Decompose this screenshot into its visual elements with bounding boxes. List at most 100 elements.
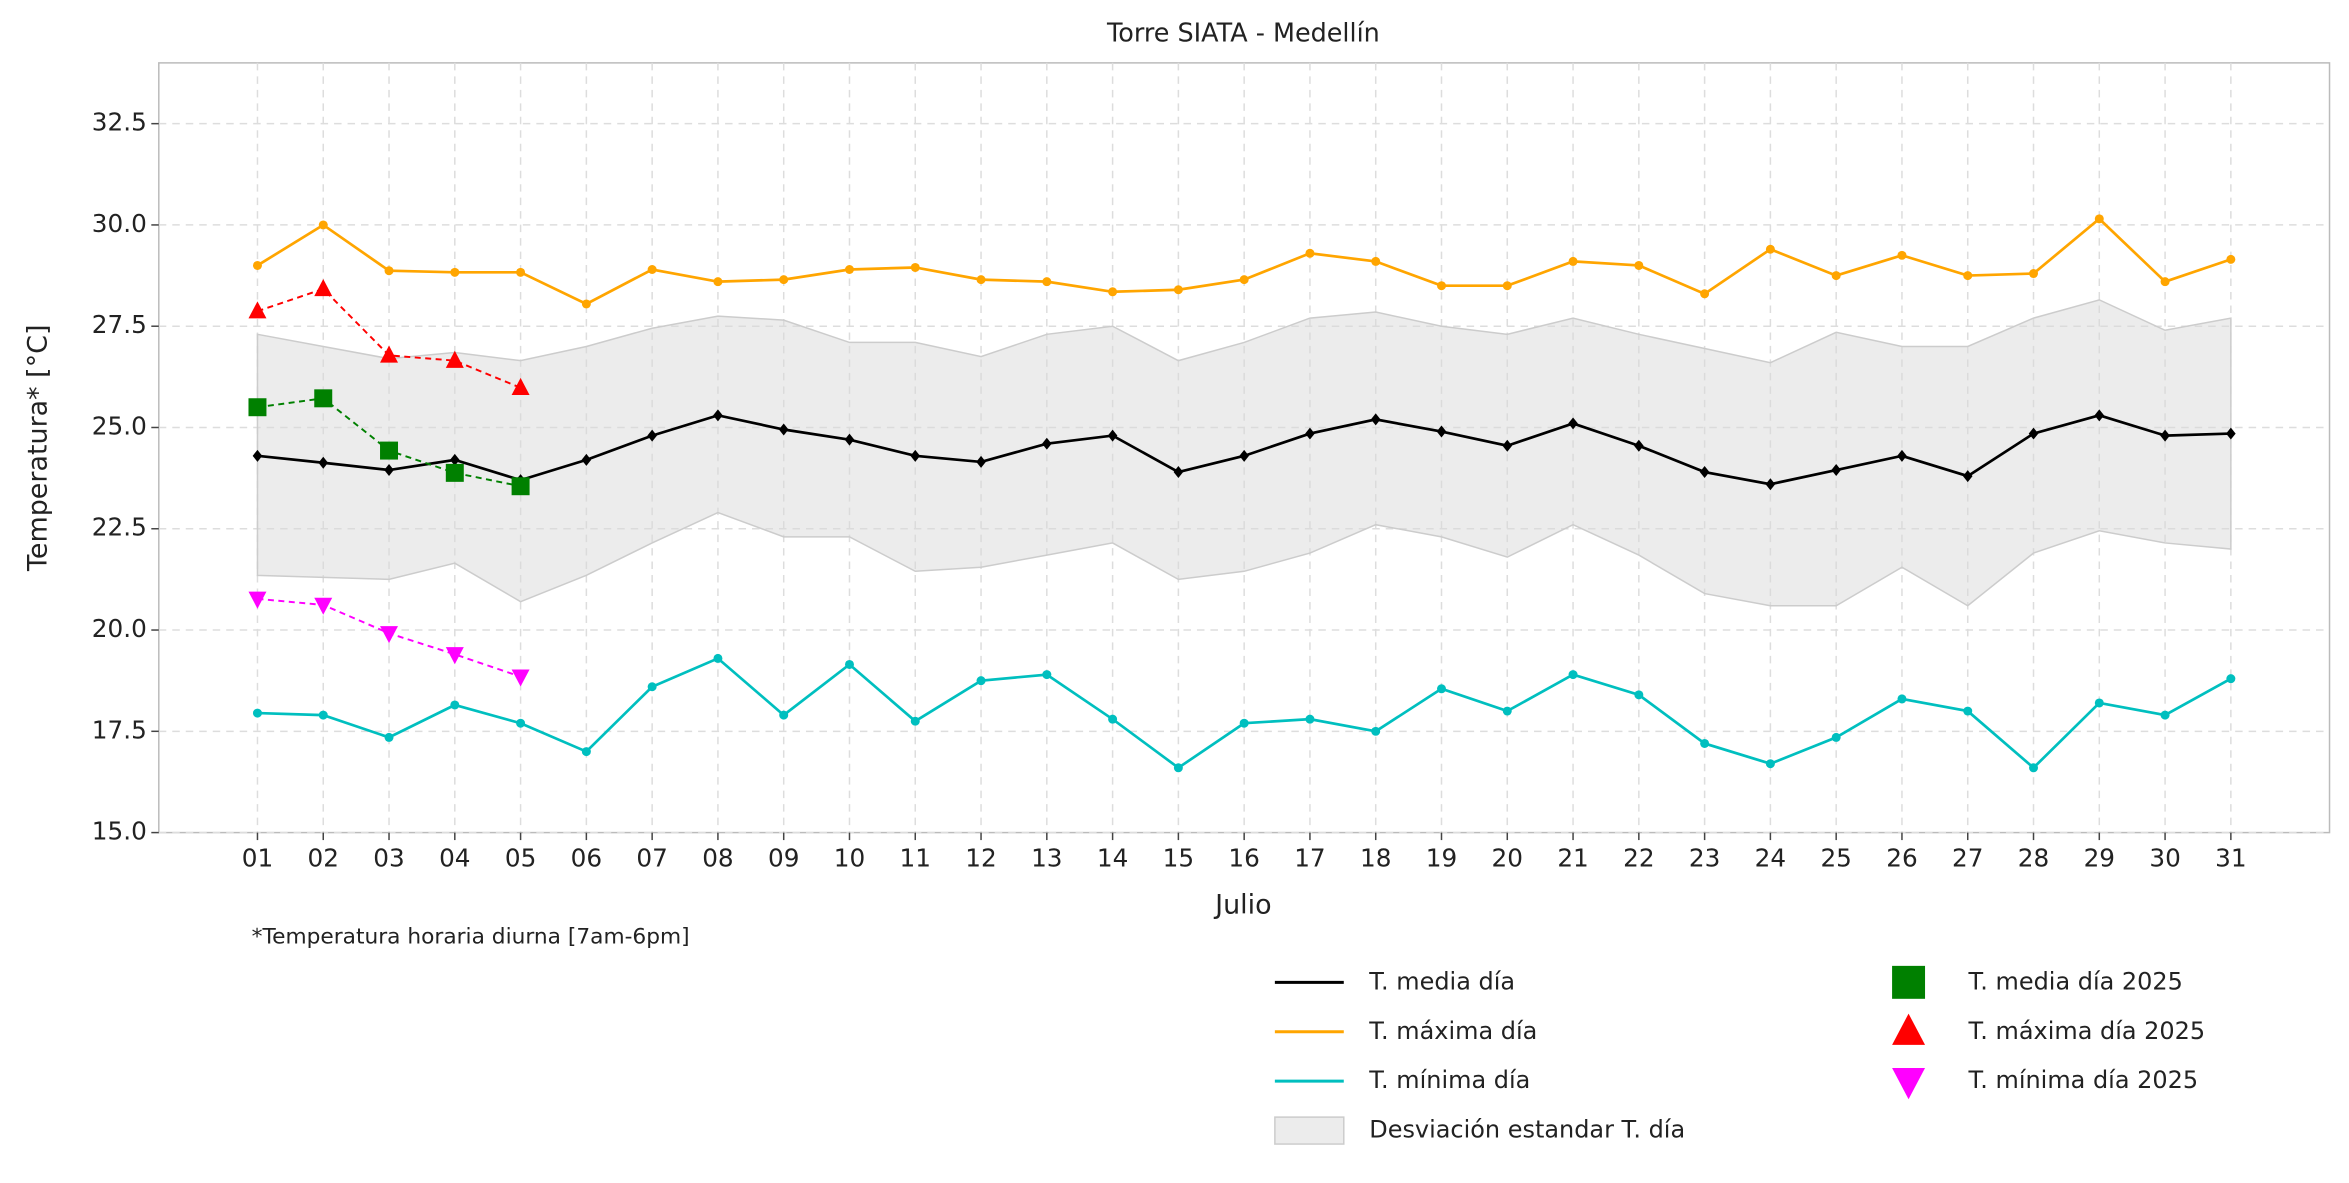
marker <box>380 345 399 363</box>
marker <box>1371 726 1381 736</box>
marker <box>252 449 263 462</box>
marker <box>1436 425 1447 438</box>
marker <box>1962 470 1973 483</box>
marker <box>252 260 262 270</box>
legend-swatch <box>1892 1013 1926 1045</box>
y-tick-label: 22.5 <box>92 513 147 542</box>
marker <box>713 653 723 663</box>
x-tick-label: 27 <box>1952 844 1983 873</box>
x-tick-label: 12 <box>965 844 996 873</box>
marker <box>445 647 464 665</box>
marker <box>1305 714 1315 724</box>
marker <box>445 350 464 368</box>
marker <box>1437 684 1446 694</box>
marker <box>581 299 591 309</box>
marker <box>314 279 333 297</box>
marker <box>1897 449 1907 462</box>
y-tick-label: 25.0 <box>92 411 147 440</box>
x-tick-label: 19 <box>1426 844 1457 873</box>
legend-swatch <box>1892 965 1926 999</box>
legend-label: Desviación estandar T. día <box>1369 1116 1685 1144</box>
marker <box>318 456 329 469</box>
marker <box>2029 269 2039 279</box>
x-tick-label: 01 <box>242 844 273 873</box>
marker <box>1502 706 1512 716</box>
marker <box>511 377 530 395</box>
x-tick-label: 10 <box>834 844 865 873</box>
marker <box>380 626 399 644</box>
marker <box>844 659 854 669</box>
marker <box>976 676 986 686</box>
marker <box>976 455 986 468</box>
marker <box>2029 763 2039 773</box>
marker <box>314 597 333 615</box>
marker <box>2094 409 2105 422</box>
x-tick-label: 28 <box>2018 844 2049 873</box>
legend-swatch <box>1274 1116 1345 1145</box>
marker <box>1634 260 1644 270</box>
marker <box>1502 439 1513 452</box>
marker <box>384 266 394 276</box>
marker <box>910 262 920 272</box>
x-tick-label: 09 <box>768 844 799 873</box>
marker <box>450 267 460 277</box>
marker <box>2094 214 2104 224</box>
marker <box>844 433 855 446</box>
x-tick-label: 11 <box>900 844 931 873</box>
y-tick-label: 30.0 <box>92 209 147 238</box>
marker <box>380 441 399 460</box>
marker <box>1765 244 1775 254</box>
marker <box>1108 714 1118 724</box>
marker <box>647 682 657 692</box>
marker <box>1700 289 1710 299</box>
y-tick-label: 27.5 <box>92 310 147 339</box>
marker <box>1173 466 1184 479</box>
annotation: *Temperatura horaria diurna [7am-6pm] <box>252 924 690 949</box>
marker <box>1897 250 1907 260</box>
x-tick-label: 18 <box>1360 844 1391 873</box>
x-tick-label: 13 <box>1031 844 1062 873</box>
marker <box>450 453 460 466</box>
marker <box>1831 732 1841 742</box>
marker <box>1568 670 1578 680</box>
x-tick-label: 07 <box>636 844 667 873</box>
marker <box>2094 698 2104 708</box>
marker <box>445 463 464 482</box>
marker <box>1173 285 1183 295</box>
marker <box>1963 706 1973 716</box>
legend-label: T. máxima día 2025 <box>1967 1017 2205 1045</box>
y-tick-label: 32.5 <box>92 108 147 137</box>
marker <box>1963 271 1973 281</box>
marker <box>384 732 394 742</box>
y-tick-label: 17.5 <box>92 715 147 744</box>
x-tick-label: 14 <box>1097 844 1128 873</box>
x-tick-label: 31 <box>2215 844 2246 873</box>
marker <box>1371 256 1381 266</box>
x-tick-label: 24 <box>1755 844 1786 873</box>
x-tick-label: 22 <box>1623 844 1654 873</box>
x-tick-label: 17 <box>1294 844 1325 873</box>
marker <box>511 477 530 496</box>
marker <box>1305 248 1315 258</box>
marker <box>1568 417 1578 430</box>
marker <box>252 708 262 718</box>
marker <box>581 747 591 757</box>
legend-label: T. mínima día <box>1368 1066 1530 1094</box>
marker <box>844 265 854 274</box>
marker <box>1173 763 1183 773</box>
x-tick-label: 02 <box>308 844 339 873</box>
x-tick-label: 20 <box>1492 844 1523 873</box>
x-tick-label: 26 <box>1886 844 1917 873</box>
marker <box>1897 694 1907 704</box>
x-tick-label: 30 <box>2149 844 2180 873</box>
marker <box>779 275 789 285</box>
marker <box>1765 478 1776 491</box>
marker <box>2160 277 2170 287</box>
x-tick-label: 25 <box>1820 844 1851 873</box>
marker <box>511 669 530 687</box>
marker <box>2226 254 2236 264</box>
marker <box>910 449 921 462</box>
marker <box>1042 277 1052 287</box>
marker <box>450 700 460 710</box>
